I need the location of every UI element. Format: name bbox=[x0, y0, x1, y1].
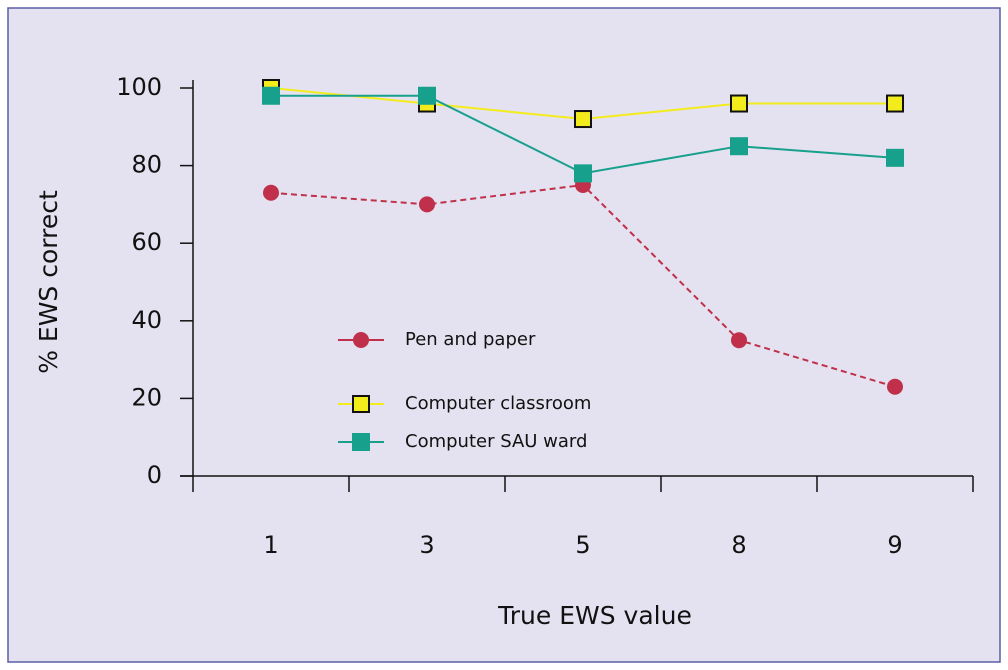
y-tick-label: 100 bbox=[116, 73, 162, 101]
point bbox=[730, 137, 748, 156]
x-axis-title: True EWS value bbox=[497, 601, 692, 630]
point bbox=[353, 332, 369, 348]
point bbox=[731, 332, 747, 349]
point bbox=[262, 86, 280, 105]
x-tick-label: 9 bbox=[887, 531, 902, 559]
point bbox=[574, 110, 592, 129]
point bbox=[352, 395, 370, 413]
point bbox=[730, 94, 748, 113]
y-tick-label: 40 bbox=[131, 306, 162, 334]
point bbox=[418, 86, 436, 105]
y-tick-label: 60 bbox=[131, 228, 162, 256]
y-tick-label: 20 bbox=[131, 383, 162, 411]
x-tick-label: 8 bbox=[731, 531, 746, 559]
point bbox=[887, 378, 903, 395]
x-tick-label: 5 bbox=[575, 531, 590, 559]
chart-frame bbox=[7, 7, 1001, 663]
point bbox=[574, 164, 592, 183]
y-tick-label: 0 bbox=[147, 461, 162, 489]
y-axis-title: % EWS correct bbox=[34, 190, 63, 374]
point bbox=[352, 433, 370, 451]
x-tick-label: 1 bbox=[263, 531, 278, 559]
x-tick-label: 3 bbox=[419, 531, 434, 559]
legend-label: Computer SAU ward bbox=[405, 431, 587, 452]
point bbox=[886, 148, 904, 167]
point bbox=[886, 94, 904, 113]
legend-label: Pen and paper bbox=[405, 329, 536, 350]
point bbox=[263, 184, 279, 201]
legend-label: Computer classroom bbox=[405, 393, 591, 414]
point bbox=[419, 196, 435, 213]
y-tick-label: 80 bbox=[131, 151, 162, 179]
